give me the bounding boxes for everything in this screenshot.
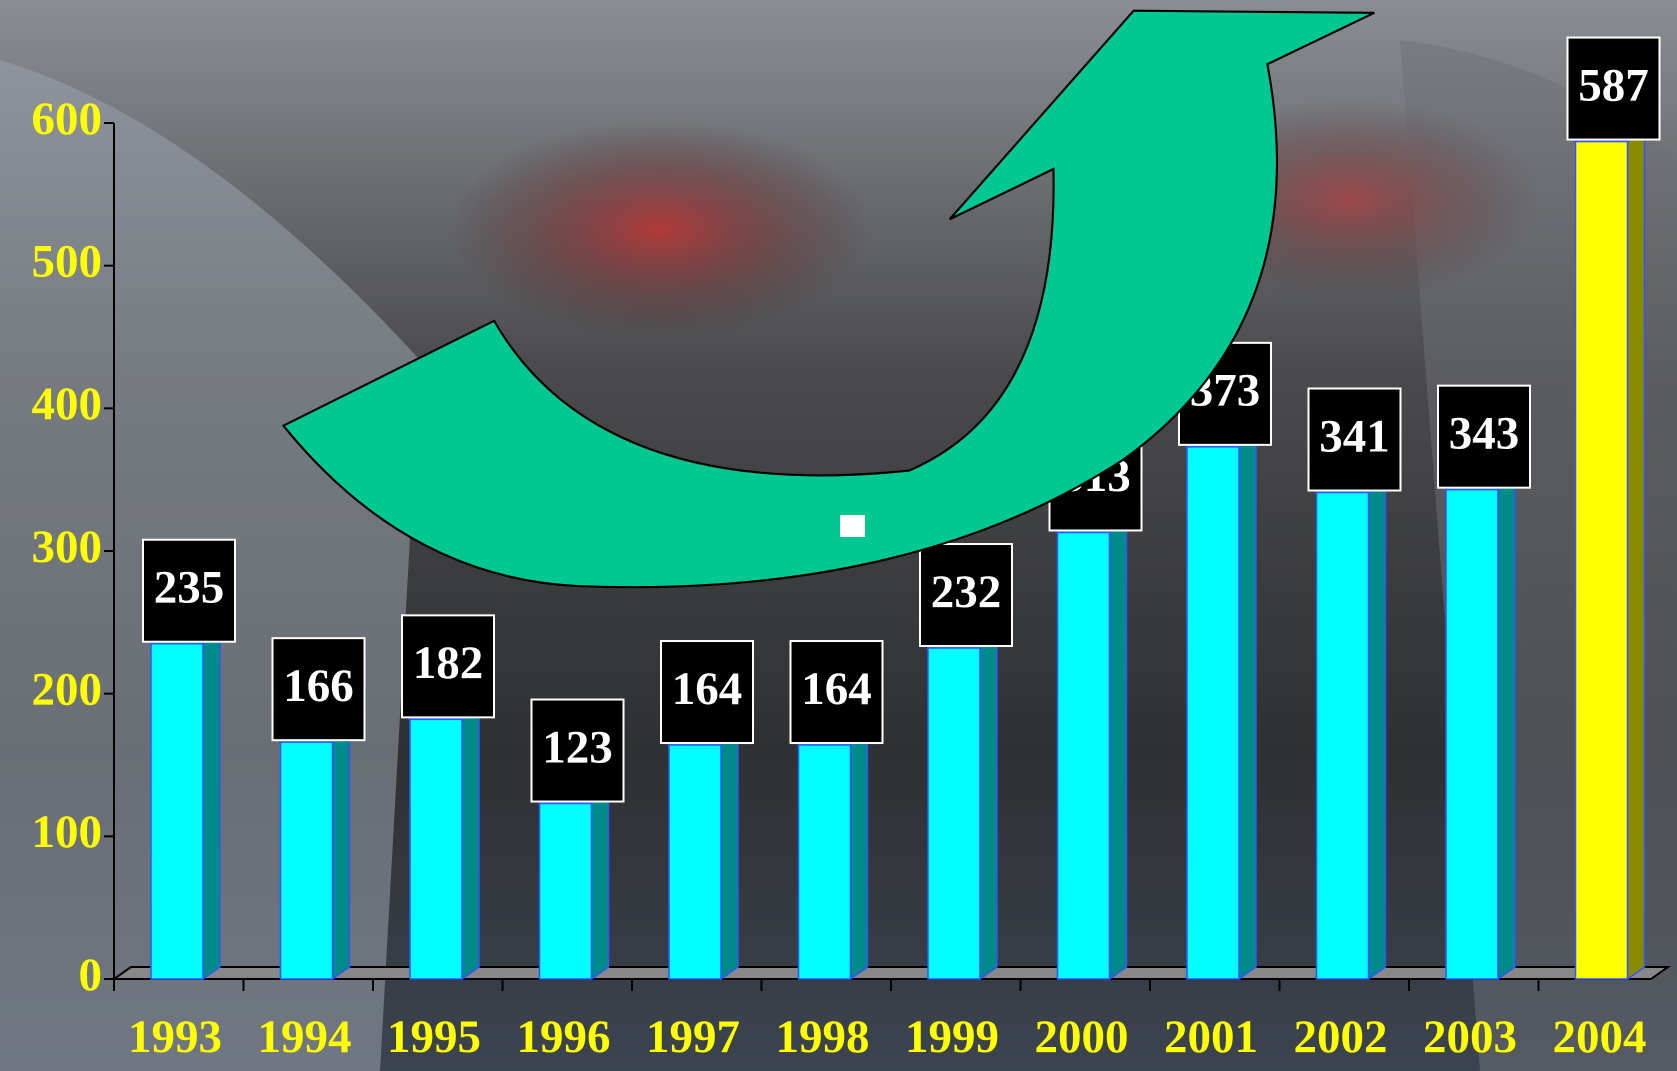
value-label-box (530, 698, 625, 803)
value-label: 164 (672, 663, 743, 715)
bar-side (1367, 479, 1387, 981)
bar (409, 718, 463, 980)
bar (279, 741, 334, 980)
x-tick-label: 1999 (905, 1011, 999, 1063)
bar (797, 744, 852, 980)
value-label: 341 (1319, 410, 1390, 462)
trend-arrow (281, 9, 1375, 589)
x-tick-label: 1994 (258, 1011, 352, 1063)
x-tick-label: 2003 (1423, 1011, 1517, 1063)
value-label-box (401, 614, 495, 719)
value-label: 232 (931, 566, 1002, 618)
bar-side (461, 705, 480, 981)
value-label: 587 (1578, 59, 1649, 111)
marker (840, 515, 865, 537)
bar (1445, 488, 1499, 980)
bar-side (331, 728, 351, 981)
value-label: 182 (413, 637, 484, 689)
y-tick-label: 300 (32, 521, 103, 573)
bar (150, 642, 204, 980)
y-tick-label: 200 (32, 663, 103, 715)
x-tick-label: 1998 (776, 1011, 870, 1063)
bar-side (1497, 476, 1516, 981)
value-label: 166 (283, 660, 354, 712)
bar-side (720, 731, 739, 981)
value-label-box (919, 543, 1013, 648)
bar-side (202, 630, 221, 981)
y-tick-label: 100 (32, 806, 103, 858)
bar (668, 744, 722, 980)
bar-side (1108, 519, 1128, 981)
value-label-box (660, 640, 754, 745)
value-label-box (789, 640, 884, 745)
x-tick-label: 2000 (1035, 1011, 1129, 1063)
value-label-box (271, 637, 366, 742)
y-tick-label: 600 (32, 93, 103, 145)
x-tick-label: 1995 (387, 1011, 481, 1063)
value-label-box (1437, 384, 1531, 489)
value-label-box (142, 538, 236, 643)
y-tick-label: 0 (79, 949, 103, 1001)
bar-side (1238, 433, 1257, 981)
bar (538, 802, 593, 980)
x-tick-label: 1993 (128, 1011, 222, 1063)
x-tick-label: 2004 (1553, 1011, 1647, 1063)
bar (1056, 531, 1111, 980)
value-label: 164 (801, 663, 872, 715)
value-label: 123 (542, 721, 613, 773)
background-photo-stain (450, 120, 870, 340)
bar (1315, 491, 1370, 980)
x-tick-label: 2002 (1294, 1011, 1388, 1063)
y-tick-label: 500 (32, 235, 103, 287)
bar-side (590, 790, 610, 981)
x-tick-label: 1996 (517, 1011, 611, 1063)
x-tick-label: 1997 (646, 1011, 740, 1063)
value-label: 343 (1449, 407, 1520, 459)
y-tick-label: 400 (32, 378, 103, 430)
value-label: 235 (154, 562, 225, 614)
value-label-box (1566, 36, 1661, 141)
bar-side (979, 634, 998, 981)
x-tick-label: 2001 (1164, 1011, 1258, 1063)
bar-side (1626, 128, 1646, 981)
value-label-box (1307, 387, 1402, 492)
bar (1574, 140, 1629, 980)
bar (1186, 446, 1240, 980)
bar (927, 647, 981, 980)
bar-side (849, 731, 869, 981)
